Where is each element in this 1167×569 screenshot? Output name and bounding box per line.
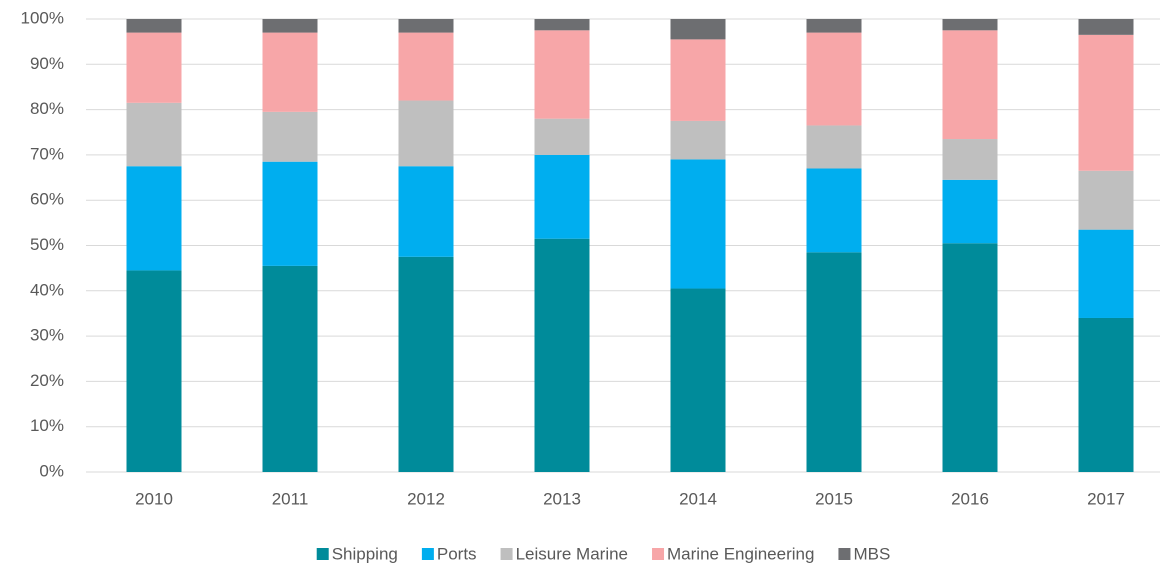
bar-segment bbox=[398, 166, 454, 257]
legend-swatch bbox=[421, 548, 434, 560]
bar-segment bbox=[670, 288, 726, 472]
bar-segment bbox=[534, 19, 590, 31]
bar-segment bbox=[942, 179, 998, 244]
bar-segment bbox=[1078, 170, 1134, 230]
y-tick-label: 60% bbox=[30, 190, 64, 209]
bar-segment bbox=[942, 243, 998, 472]
x-tick-label: 2014 bbox=[679, 489, 717, 508]
bar-segment bbox=[1078, 19, 1134, 35]
bar-segment bbox=[398, 100, 454, 167]
y-tick-label: 70% bbox=[30, 144, 64, 163]
bar-segment bbox=[534, 154, 590, 239]
bar-segment bbox=[126, 166, 182, 271]
bar-segment bbox=[262, 161, 318, 266]
y-tick-label: 100% bbox=[21, 8, 64, 27]
bar-segment bbox=[806, 32, 862, 126]
x-tick-label: 2017 bbox=[1087, 489, 1125, 508]
bar-segment bbox=[806, 19, 862, 33]
x-tick-label: 2016 bbox=[951, 489, 989, 508]
bar-segment bbox=[534, 30, 590, 119]
legend-label: Leisure Marine bbox=[516, 544, 628, 563]
legend-label: Marine Engineering bbox=[667, 544, 814, 563]
bar-segment bbox=[126, 270, 182, 472]
legend-label: MBS bbox=[853, 544, 890, 563]
bar-segment bbox=[806, 125, 862, 169]
legend-swatch bbox=[316, 548, 329, 560]
bar-segment bbox=[1078, 229, 1134, 318]
bar-segment bbox=[670, 19, 726, 40]
x-tick-label: 2010 bbox=[135, 489, 173, 508]
bar-segment bbox=[398, 32, 454, 101]
bar-segment bbox=[398, 256, 454, 472]
y-tick-label: 90% bbox=[30, 54, 64, 73]
bar-segment bbox=[262, 265, 318, 472]
bar-segment bbox=[126, 19, 182, 33]
legend-label: Shipping bbox=[332, 544, 398, 563]
y-tick-label: 0% bbox=[39, 461, 64, 480]
bar-segment bbox=[126, 102, 182, 167]
x-tick-label: 2012 bbox=[407, 489, 445, 508]
x-tick-label: 2013 bbox=[543, 489, 581, 508]
bar-segment bbox=[262, 111, 318, 162]
y-tick-label: 50% bbox=[30, 235, 64, 254]
x-tick-label: 2015 bbox=[815, 489, 853, 508]
bar-segment bbox=[670, 39, 726, 121]
bar-segment bbox=[1078, 317, 1134, 472]
legend-swatch bbox=[500, 548, 513, 560]
bar-segment bbox=[262, 32, 318, 112]
bar-segment bbox=[262, 19, 318, 33]
bar-segment bbox=[1078, 34, 1134, 171]
bar-segment bbox=[534, 118, 590, 155]
legend-swatch bbox=[652, 548, 665, 560]
bar-segment bbox=[806, 252, 862, 472]
legend-label: Ports bbox=[437, 544, 477, 563]
bar-segment bbox=[534, 238, 590, 472]
y-tick-label: 10% bbox=[30, 416, 64, 435]
bar-segment bbox=[126, 32, 182, 103]
legend-swatch bbox=[838, 548, 851, 560]
bar-segment bbox=[806, 168, 862, 253]
bar-segment bbox=[942, 19, 998, 31]
bar-segment bbox=[670, 159, 726, 289]
x-tick-label: 2011 bbox=[272, 489, 309, 508]
y-tick-label: 20% bbox=[30, 371, 64, 390]
y-tick-label: 80% bbox=[30, 99, 64, 118]
bar-segment bbox=[670, 120, 726, 160]
y-tick-label: 30% bbox=[30, 326, 64, 345]
bar-segment bbox=[398, 19, 454, 33]
bar-segment bbox=[942, 139, 998, 180]
y-tick-label: 40% bbox=[30, 280, 64, 299]
bar-segment bbox=[942, 30, 998, 140]
